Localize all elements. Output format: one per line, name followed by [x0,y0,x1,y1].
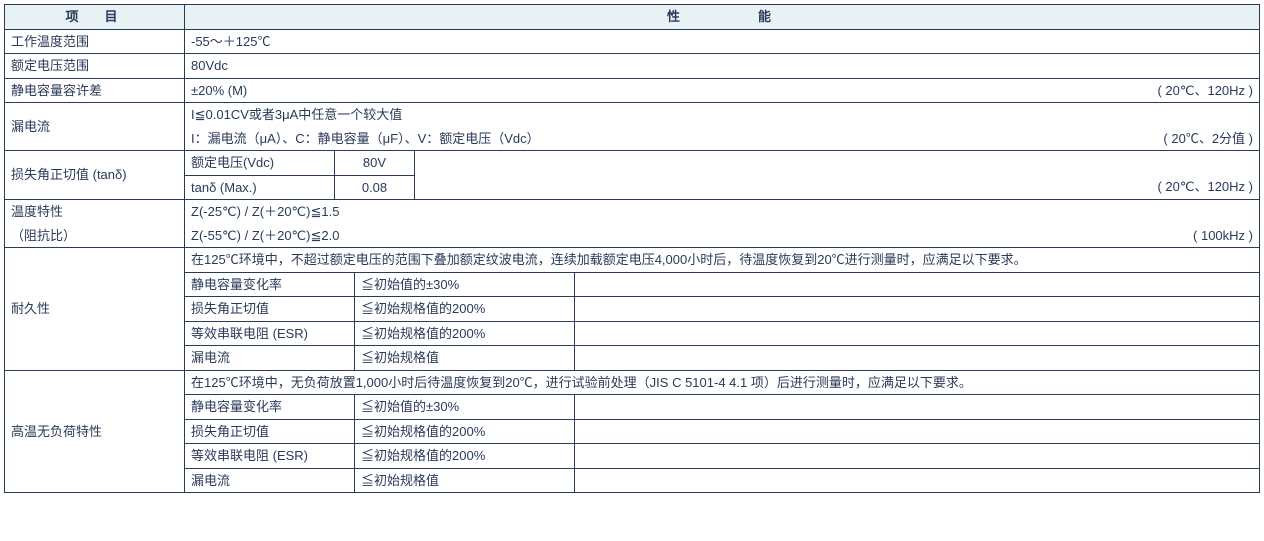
label: 额定电压范围 [5,54,185,79]
desc: 在125℃环境中，不超过额定电压的范围下叠加额定纹波电流，连续加载额定电压4,0… [185,248,1260,273]
row-leakage-1: 漏电流 I≦0.01CV或者3μA中任意一个较大值 [5,103,1260,127]
row-endurance-t2: 等效串联电阻 (ESR) ≦初始规格值的200% [5,321,1260,346]
k: 损失角正切值 [185,419,355,444]
note: ( 20℃、120Hz ) [415,175,1260,200]
v: ≦初始值的±30% [355,272,575,297]
k: 等效串联电阻 (ESR) [185,321,355,346]
label: 工作温度范围 [5,29,185,54]
label: 温度特性 [5,200,185,224]
k: 等效串联电阻 (ESR) [185,444,355,469]
v: ≦初始规格值的200% [355,444,575,469]
row-op-temp: 工作温度范围 -55～＋125℃ [5,29,1260,54]
sub-value: 0.08 [335,175,415,200]
col-item: 项目 [5,5,185,30]
value: I≦0.01CV或者3μA中任意一个较大值 [185,103,1260,127]
sub-label: tanδ (Max.) [185,175,335,200]
label: 漏电流 [5,103,185,151]
v: ≦初始规格值 [355,346,575,371]
row-hightemp-t0: 静电容量变化率 ≦初始值的±30% [5,395,1260,420]
row-cap-tolerance: 静电容量容许差 ±20% (M) ( 20℃、120Hz ) [5,78,1260,103]
k: 静电容量变化率 [185,272,355,297]
endurance-sub: 静电容量变化率 ≦初始值的±30% [184,272,575,298]
val: Z(-55℃) / Z(＋20℃)≦2.0 [191,226,339,246]
note: ( 20℃、120Hz ) [1157,81,1253,101]
row-endurance-desc: 耐久性 在125℃环境中，不超过额定电压的范围下叠加额定纹波电流，连续加载额定电… [5,248,1260,273]
row-hightemp-t3: 漏电流 ≦初始规格值 [5,468,1260,493]
val: I：漏电流（μA）、C：静电容量（μF）、V：额定电压（Vdc） [191,129,540,149]
sub-value: 80V [335,151,415,176]
value: Z(-25℃) / Z(＋20℃)≦1.5 [185,200,1260,224]
note: ( 100kHz ) [1193,226,1253,246]
k: 损失角正切值 [185,297,355,322]
spec-table: 项目 性能 工作温度范围 -55～＋125℃ 额定电压范围 80Vdc 静电容量… [4,4,1260,493]
row-endurance-t1: 损失角正切值 ≦初始规格值的200% [5,297,1260,322]
value: Z(-55℃) / Z(＋20℃)≦2.0 ( 100kHz ) [185,224,1260,248]
v: ≦初始值的±30% [355,395,575,420]
v: ≦初始规格值 [355,468,575,493]
row-hightemp-desc: 高温无负荷特性 在125℃环境中，无负荷放置1,000小时后待温度恢复到20℃，… [5,370,1260,395]
k: 漏电流 [185,468,355,493]
row-endurance-t0: 静电容量变化率 ≦初始值的±30% [5,272,1260,297]
k: 静电容量变化率 [185,395,355,420]
label: 损失角正切值 (tanδ) [5,151,185,200]
row-rated-voltage: 额定电压范围 80Vdc [5,54,1260,79]
v: ≦初始规格值的200% [355,321,575,346]
label: 高温无负荷特性 [5,370,185,493]
blank [415,151,1260,176]
value: -55～＋125℃ [185,29,1260,54]
table-header-row: 项目 性能 [5,5,1260,30]
v: ≦初始规格值的200% [355,297,575,322]
label: 耐久性 [5,248,185,371]
k: 漏电流 [185,346,355,371]
sub-label: 额定电压(Vdc) [185,151,335,176]
row-tempchar-1: 温度特性 Z(-25℃) / Z(＋20℃)≦1.5 [5,200,1260,224]
desc: 在125℃环境中，无负荷放置1,000小时后待温度恢复到20℃，进行试验前处理（… [185,370,1260,395]
col-perf: 性能 [185,5,1260,30]
row-leakage-2: I：漏电流（μA）、C：静电容量（μF）、V：额定电压（Vdc） ( 20℃、2… [5,127,1260,151]
value: I：漏电流（μA）、C：静电容量（μF）、V：额定电压（Vdc） ( 20℃、2… [185,127,1260,151]
value: ±20% (M) ( 20℃、120Hz ) [185,78,1260,103]
v: ≦初始规格值的200% [355,419,575,444]
value: 80Vdc [185,54,1260,79]
row-tempchar-2: （阻抗比） Z(-55℃) / Z(＋20℃)≦2.0 ( 100kHz ) [5,224,1260,248]
note: ( 20℃、2分值 ) [1163,129,1253,149]
row-tandelta-1: 损失角正切值 (tanδ) 额定电压(Vdc) 80V [5,151,1260,176]
label: （阻抗比） [5,224,185,248]
row-tandelta-2: tanδ (Max.) 0.08 ( 20℃、120Hz ) [5,175,1260,200]
row-endurance-t3: 漏电流 ≦初始规格值 [5,346,1260,371]
label: 静电容量容许差 [5,78,185,103]
val: ±20% (M) [191,81,247,101]
row-hightemp-t2: 等效串联电阻 (ESR) ≦初始规格值的200% [5,444,1260,469]
row-hightemp-t1: 损失角正切值 ≦初始规格值的200% [5,419,1260,444]
